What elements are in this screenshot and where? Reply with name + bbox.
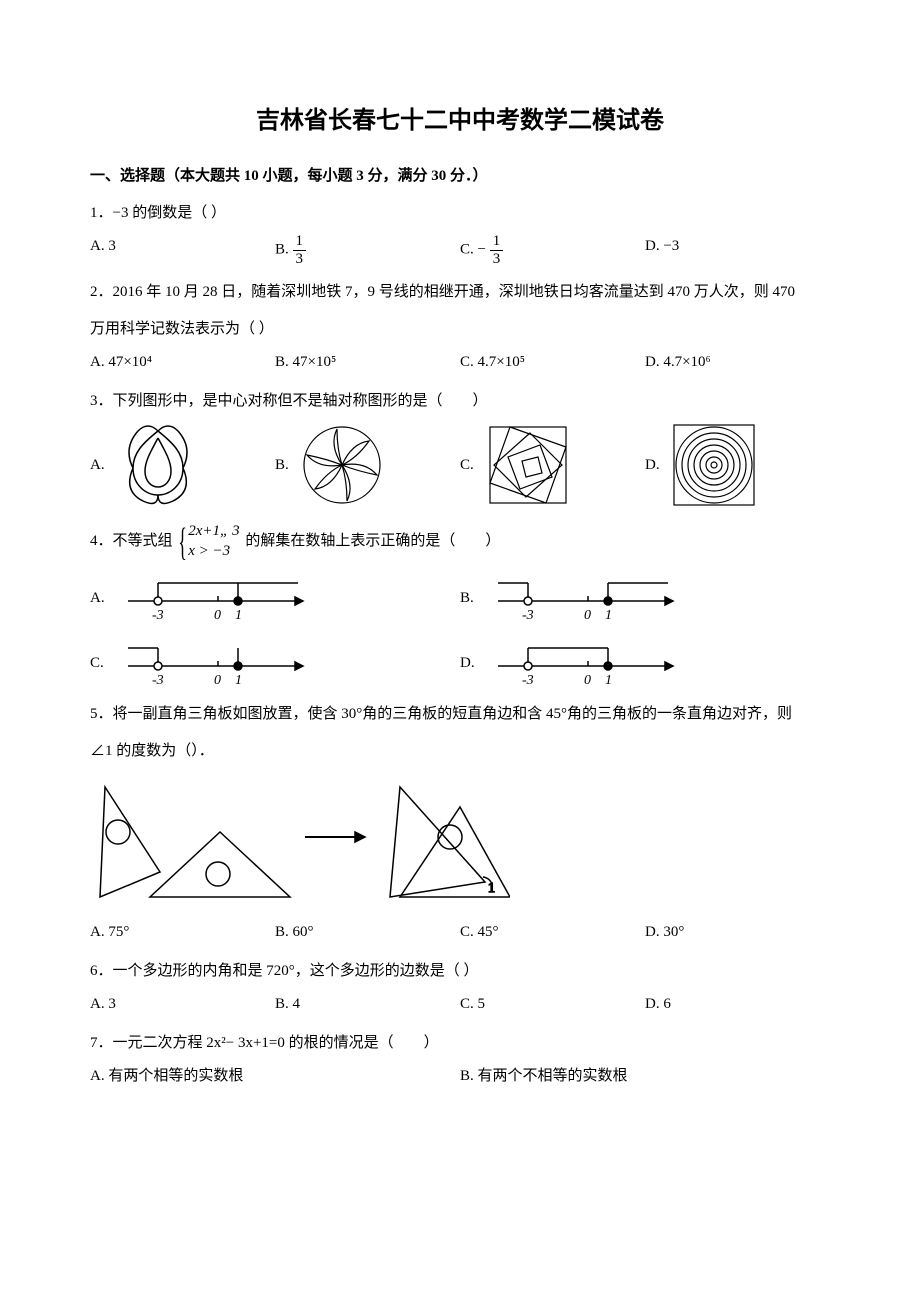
q4-label-a: A. xyxy=(90,585,108,612)
brace-icon: 2x+1„ 3 x > −3 xyxy=(178,522,239,561)
q2-line2: 万用科学记数法表示为（ ） xyxy=(90,316,830,343)
q2-opt-b: B. 47×10⁵ xyxy=(275,349,460,376)
q5-opt-c: C. 45° xyxy=(460,919,645,946)
q1-c-prefix: C. − xyxy=(460,242,486,258)
q4-text: 4．不等式组 2x+1„ 3 x > −3 的解集在数轴上表示正确的是（ ） xyxy=(90,522,830,561)
q5-line1: 5．将一副直角三角板如图放置，使含 30°角的三角板的短直角边和含 45°角的三… xyxy=(90,701,830,728)
pinwheel-icon xyxy=(297,423,387,508)
q4-ineq-2: x > −3 xyxy=(188,542,239,562)
q4-fig-d: D. -3 0 1 xyxy=(460,636,830,691)
q2-options: A. 47×10⁴ B. 47×10⁵ C. 4.7×10⁵ D. 4.7×10… xyxy=(90,349,830,376)
q3-fig-c: C. xyxy=(460,423,645,508)
q1-c-den: 3 xyxy=(490,251,504,268)
q1-opt-a: A. 3 xyxy=(90,233,275,267)
q1-text: 1．−3 的倒数是（ ） xyxy=(90,200,830,227)
svg-text:0: 0 xyxy=(214,608,221,623)
q1-b-prefix: B. xyxy=(275,242,293,258)
q5-figure: 1 xyxy=(90,777,830,907)
q6-opt-b: B. 4 xyxy=(275,991,460,1018)
q1-b-den: 3 xyxy=(293,251,307,268)
q6-opt-c: C. 5 xyxy=(460,991,645,1018)
q4-ineq-1: 2x+1„ 3 xyxy=(188,522,239,542)
q4-fig-c: C. -3 0 1 xyxy=(90,636,460,691)
concentric-circles-icon xyxy=(668,423,758,508)
q7-text: 7．一元二次方程 2x²− 3x+1=0 的根的情况是（ ） xyxy=(90,1030,830,1057)
q4-fig-a: A. -3 0 1 xyxy=(90,571,460,626)
svg-text:0: 0 xyxy=(584,608,591,623)
svg-text:1: 1 xyxy=(605,608,612,623)
q2-opt-a: A. 47×10⁴ xyxy=(90,349,275,376)
q3-label-c: C. xyxy=(460,452,474,479)
q4-label-c: C. xyxy=(90,650,108,677)
q4-label-d: D. xyxy=(460,650,478,677)
q3-fig-a: A. xyxy=(90,423,275,508)
q7-opt-a: A. 有两个相等的实数根 xyxy=(90,1063,460,1090)
numberline-c-icon: -3 0 1 xyxy=(118,636,318,691)
svg-text:-3: -3 xyxy=(152,673,164,688)
q1-options: A. 3 B. 1 3 C. − 1 3 D. −3 xyxy=(90,233,830,267)
svg-text:-3: -3 xyxy=(522,673,534,688)
q2-line1: 2．2016 年 10 月 28 日，随着深圳地铁 7，9 号线的相继开通，深圳… xyxy=(90,279,830,306)
q1-b-num: 1 xyxy=(293,233,307,251)
q4-row2: C. -3 0 1 D. xyxy=(90,636,830,691)
nested-squares-icon xyxy=(482,423,572,508)
q1-opt-c: C. − 1 3 xyxy=(460,233,645,267)
svg-text:1: 1 xyxy=(235,608,242,623)
q1-c-num: 1 xyxy=(490,233,504,251)
numberline-d-icon: -3 0 1 xyxy=(488,636,688,691)
fraction-icon: 1 3 xyxy=(293,233,307,267)
q6-opt-a: A. 3 xyxy=(90,991,275,1018)
q5-line2: ∠1 的度数为（）． xyxy=(90,738,830,765)
trefoil-icon xyxy=(113,423,203,508)
section-header-1: 一、选择题（本大题共 10 小题，每小题 3 分，满分 30 分．） xyxy=(90,163,830,190)
svg-text:1: 1 xyxy=(235,673,242,688)
numberline-b-icon: -3 0 1 xyxy=(488,571,688,626)
q4-label-b: B. xyxy=(460,585,478,612)
q4-fig-b: B. -3 0 1 xyxy=(460,571,830,626)
q3-fig-b: B. xyxy=(275,423,460,508)
triangle-setsquare-icon: 1 xyxy=(90,777,510,907)
q5-opt-a: A. 75° xyxy=(90,919,275,946)
q3-label-b: B. xyxy=(275,452,289,479)
q6-opt-d: D. 6 xyxy=(645,991,830,1018)
q3-label-d: D. xyxy=(645,452,660,479)
fraction-icon: 1 3 xyxy=(490,233,504,267)
svg-text:0: 0 xyxy=(214,673,221,688)
q1-opt-d: D. −3 xyxy=(645,233,830,267)
page-title: 吉林省长春七十二中中考数学二模试卷 xyxy=(90,100,830,143)
numberline-a-icon: -3 0 1 xyxy=(118,571,318,626)
q5-opt-d: D. 30° xyxy=(645,919,830,946)
q2-opt-d: D. 4.7×10⁶ xyxy=(645,349,830,376)
q1-opt-b: B. 1 3 xyxy=(275,233,460,267)
svg-text:-3: -3 xyxy=(522,608,534,623)
q4-prefix: 4．不等式组 xyxy=(90,533,173,549)
q2-opt-c: C. 4.7×10⁵ xyxy=(460,349,645,376)
svg-text:-3: -3 xyxy=(152,608,164,623)
q3-figures: A. B. C. xyxy=(90,423,830,508)
svg-text:0: 0 xyxy=(584,673,591,688)
svg-text:1: 1 xyxy=(605,673,612,688)
q3-label-a: A. xyxy=(90,452,105,479)
q6-options: A. 3 B. 4 C. 5 D. 6 xyxy=(90,991,830,1018)
q5-opt-b: B. 60° xyxy=(275,919,460,946)
q4-suffix: 的解集在数轴上表示正确的是（ ） xyxy=(245,533,500,549)
q3-text: 3．下列图形中，是中心对称但不是轴对称图形的是（ ） xyxy=(90,388,830,415)
q4-row1: A. -3 0 1 B. xyxy=(90,571,830,626)
q3-fig-d: D. xyxy=(645,423,830,508)
q7-opt-b: B. 有两个不相等的实数根 xyxy=(460,1063,830,1090)
q5-options: A. 75° B. 60° C. 45° D. 30° xyxy=(90,919,830,946)
q7-options: A. 有两个相等的实数根 B. 有两个不相等的实数根 xyxy=(90,1063,830,1090)
q6-text: 6．一个多边形的内角和是 720°，这个多边形的边数是（ ） xyxy=(90,958,830,985)
